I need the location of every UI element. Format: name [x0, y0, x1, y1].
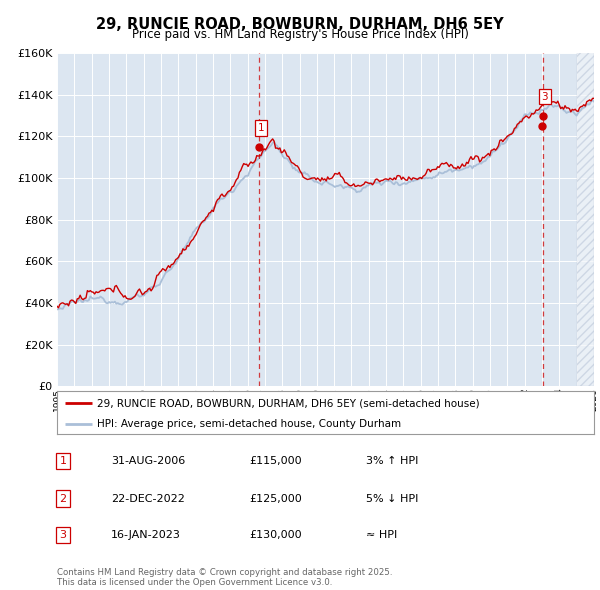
- Text: 29, RUNCIE ROAD, BOWBURN, DURHAM, DH6 5EY (semi-detached house): 29, RUNCIE ROAD, BOWBURN, DURHAM, DH6 5E…: [97, 398, 480, 408]
- Text: 1: 1: [59, 457, 67, 466]
- Text: 5% ↓ HPI: 5% ↓ HPI: [366, 494, 418, 503]
- Text: 2: 2: [59, 494, 67, 503]
- Text: Price paid vs. HM Land Registry's House Price Index (HPI): Price paid vs. HM Land Registry's House …: [131, 28, 469, 41]
- Text: 31-AUG-2006: 31-AUG-2006: [111, 457, 185, 466]
- Text: £125,000: £125,000: [249, 494, 302, 503]
- Text: 1: 1: [258, 123, 265, 133]
- Text: £115,000: £115,000: [249, 457, 302, 466]
- Text: 3: 3: [541, 92, 548, 102]
- Text: £130,000: £130,000: [249, 530, 302, 540]
- Text: ≈ HPI: ≈ HPI: [366, 530, 397, 540]
- Bar: [577, 53, 594, 386]
- Text: 22-DEC-2022: 22-DEC-2022: [111, 494, 185, 503]
- Text: Contains HM Land Registry data © Crown copyright and database right 2025.
This d: Contains HM Land Registry data © Crown c…: [57, 568, 392, 587]
- Text: 16-JAN-2023: 16-JAN-2023: [111, 530, 181, 540]
- Text: 29, RUNCIE ROAD, BOWBURN, DURHAM, DH6 5EY: 29, RUNCIE ROAD, BOWBURN, DURHAM, DH6 5E…: [96, 17, 504, 31]
- Text: 3% ↑ HPI: 3% ↑ HPI: [366, 457, 418, 466]
- Text: HPI: Average price, semi-detached house, County Durham: HPI: Average price, semi-detached house,…: [97, 419, 401, 430]
- Text: 3: 3: [59, 530, 67, 540]
- Bar: [577, 53, 594, 386]
